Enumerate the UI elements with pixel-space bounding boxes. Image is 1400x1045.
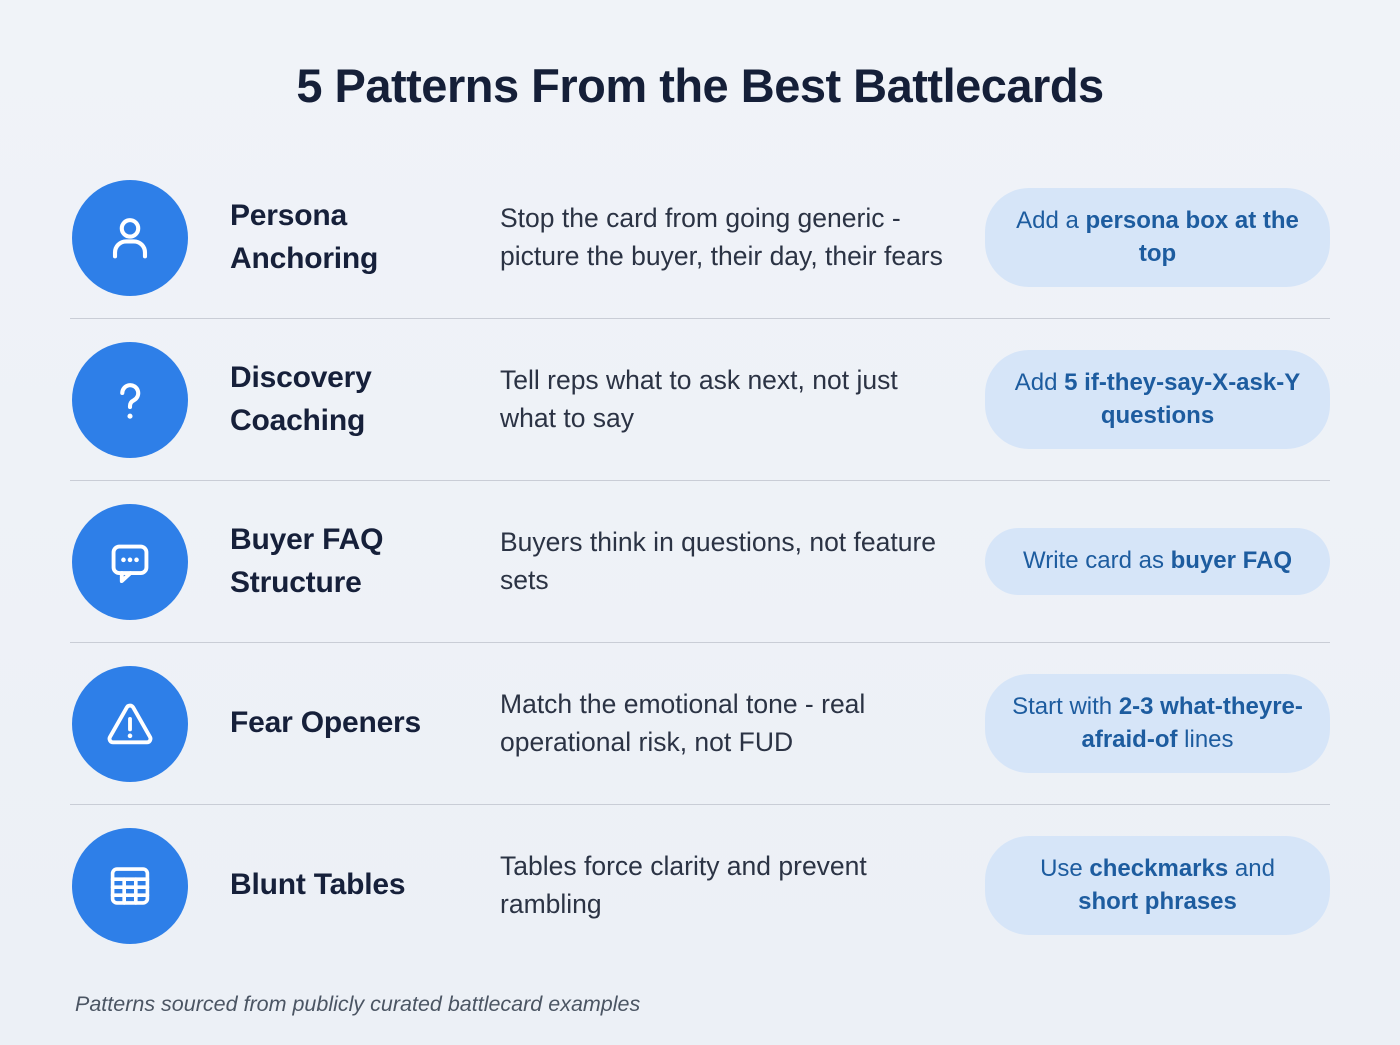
pattern-title: Buyer FAQ Structure [230,522,384,599]
page-title: 5 Patterns From the Best Battlecards [296,59,1104,112]
pill-text: and [1228,854,1275,882]
pattern-description: Stop the card from going generic - pictu… [500,202,943,271]
tip-pill: Add a persona box at the top [985,187,1330,288]
pill-text-bold: 5 if-they-say-X-ask-Y questions [1064,368,1301,429]
pill-text: Start with [1012,692,1119,720]
warning-triangle-icon [72,665,188,782]
row-divider [70,480,1330,481]
tip-pill: Use checkmarks and short phrases [985,835,1330,936]
source-note: Patterns sourced from publicly curated b… [75,992,641,1016]
person-icon [72,179,188,296]
row-divider [70,642,1330,643]
table-icon [72,827,188,944]
pattern-row-fear-openers: Fear Openers Match the emotional tone - … [0,643,1400,804]
pattern-row-discovery-coaching: Discovery Coaching Tell reps what to ask… [0,319,1400,480]
pill-text: Write card as [1023,547,1171,575]
pattern-title: Fear Openers [230,706,422,740]
pattern-row-buyer-faq-structure: Buyer FAQ Structure Buyers think in ques… [0,481,1400,642]
tip-pill: Add 5 if-they-say-X-ask-Y questions [985,349,1330,450]
pill-text-bold: persona box at the top [1085,206,1299,267]
pattern-title: Persona Anchoring [230,198,379,275]
pattern-description: Buyers think in questions, not feature s… [500,526,937,595]
row-divider [70,804,1330,805]
pill-text: lines [1177,725,1234,753]
pill-text: Use [1040,854,1090,882]
pattern-row-persona-anchoring: Persona Anchoring Stop the card from goi… [0,157,1400,318]
pill-text-bold: short phrases [1078,887,1237,915]
pattern-title: Discovery Coaching [230,360,372,437]
pattern-list: Persona Anchoring Stop the card from goi… [0,157,1400,966]
tip-pill: Start with 2-3 what-theyre-afraid-of lin… [985,673,1330,774]
pill-text-bold: buyer FAQ [1170,547,1292,575]
question-mark-icon [72,341,188,458]
tip-pill: Write card as buyer FAQ [985,528,1330,595]
pill-text: Add a [1016,206,1086,234]
pattern-title: Blunt Tables [230,868,406,902]
pattern-description: Match the emotional tone - real operatio… [500,688,866,757]
pill-text: Add [1014,368,1065,396]
pattern-row-blunt-tables: Blunt Tables Tables force clarity and pr… [0,805,1400,966]
pill-text-bold: 2-3 what-theyre-afraid-of [1081,692,1303,753]
pill-text-bold: checkmarks [1089,854,1229,882]
pattern-description: Tell reps what to ask next, not just wha… [500,364,898,433]
row-divider [70,318,1330,319]
pattern-description: Tables force clarity and prevent ramblin… [500,850,867,919]
chat-bubble-icon [72,503,188,620]
